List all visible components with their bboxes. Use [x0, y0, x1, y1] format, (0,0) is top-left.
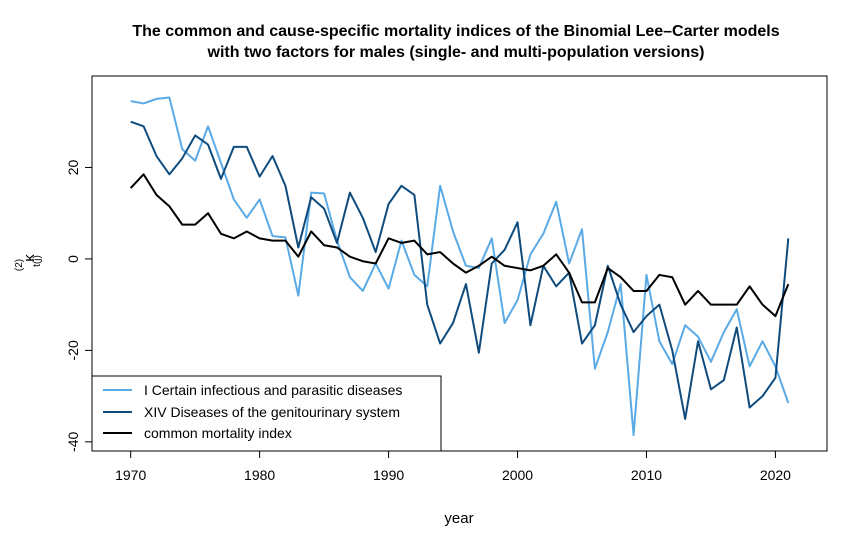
legend-box: [91, 375, 442, 452]
y-tick-label-20: 20: [65, 159, 81, 175]
x-tick-label-2020: 2020: [760, 467, 791, 483]
chart-title-line1: The common and cause-specific mortality …: [132, 23, 779, 40]
x-axis-label: year: [444, 510, 473, 527]
legend: I Certain infectious and parasitic disea…: [91, 375, 442, 452]
x-tick-label-2010: 2010: [631, 467, 662, 483]
y-axis: -40 -20 0 20: [65, 159, 93, 452]
y-axis-label-sub: t(j): [32, 255, 43, 267]
series-line-genitourinary: [130, 120, 790, 420]
legend-label-common: common mortality index: [144, 425, 292, 441]
legend-label-genitourinary: XIV Diseases of the genitourinary system: [144, 404, 400, 420]
y-axis-label: κ (2) t(j): [14, 254, 43, 271]
x-tick-label-1990: 1990: [373, 467, 404, 483]
y-axis-label-sup: (2): [14, 259, 25, 271]
y-tick-label-0: 0: [65, 255, 81, 263]
chart-title-line2: with two factors for males (single- and …: [207, 44, 705, 61]
series-line-infectious: [130, 96, 790, 436]
y-tick-label--20: -20: [65, 340, 81, 360]
x-axis: 1970 1980 1990 2000 2010 2020: [115, 450, 791, 483]
series-line-common: [129, 173, 790, 318]
series-lines: [129, 96, 790, 436]
x-tick-label-1970: 1970: [115, 467, 146, 483]
y-tick-label--40: -40: [65, 432, 81, 452]
x-tick-label-2000: 2000: [502, 467, 533, 483]
x-tick-label-1980: 1980: [244, 467, 275, 483]
legend-label-infectious: I Certain infectious and parasitic disea…: [144, 382, 402, 398]
y-axis-label-main: κ: [21, 254, 38, 262]
